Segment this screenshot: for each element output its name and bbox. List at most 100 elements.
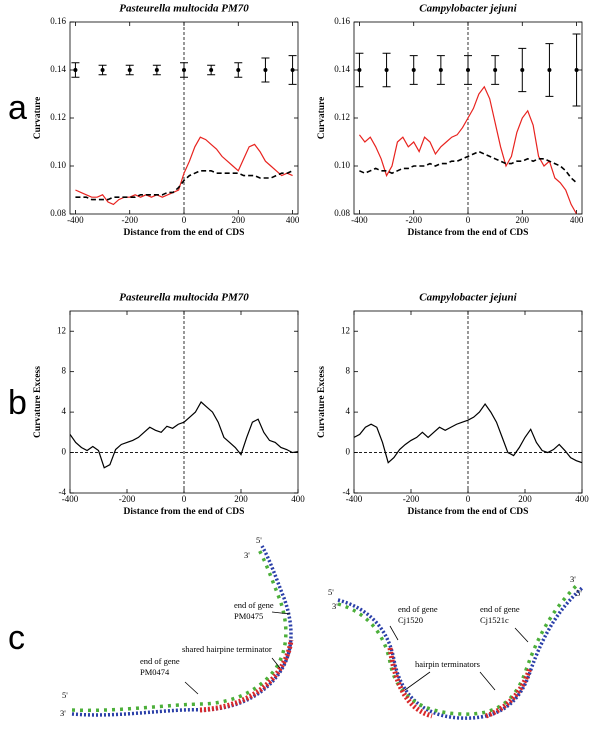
- x-tick-label: -400: [351, 215, 368, 225]
- y-tick-label: 0.14: [50, 64, 66, 74]
- strand-end: 3': [60, 708, 66, 718]
- x-tick-label: 400: [286, 215, 300, 225]
- arrow: [184, 681, 199, 695]
- arrow: [389, 625, 399, 641]
- terminator: [485, 667, 533, 719]
- error-point: [384, 68, 389, 72]
- error-point: [493, 68, 498, 72]
- y-axis-label: Curvature Excess: [33, 366, 43, 438]
- strand-end: 3': [570, 574, 576, 584]
- y-tick-label: 0.16: [334, 16, 350, 26]
- error-point: [438, 68, 443, 72]
- error-point: [236, 68, 241, 72]
- error-point: [574, 68, 579, 72]
- error-point: [263, 68, 268, 72]
- y-tick-label: -4: [343, 487, 351, 497]
- terminator: [199, 639, 294, 713]
- error-point: [73, 68, 78, 72]
- y-tick-label: 0.16: [50, 16, 66, 26]
- y-tick-label: 8: [346, 366, 351, 376]
- data-line: [359, 150, 578, 184]
- gene-label: end of gene: [398, 604, 438, 614]
- dna-helix: [337, 582, 584, 720]
- y-tick-label: 0.12: [50, 112, 66, 122]
- y-axis-label: Curvature Excess: [317, 366, 327, 438]
- y-tick-label: 0.10: [50, 160, 66, 170]
- error-point: [411, 68, 416, 72]
- x-axis-label: Distance from the end of CDS: [408, 507, 529, 517]
- y-tick-label: 4: [346, 406, 351, 416]
- plot-frame: [69, 310, 299, 494]
- strand: [71, 547, 288, 713]
- error-point: [520, 68, 525, 72]
- y-tick-label: 0.08: [334, 208, 350, 218]
- chart-title: Campylobacter jejuni: [419, 292, 517, 304]
- error-point: [357, 68, 362, 72]
- gene-label: end of gene: [480, 604, 520, 614]
- y-tick-label: 12: [57, 325, 66, 335]
- gene-label: end of gene: [140, 656, 180, 666]
- error-point: [209, 68, 214, 72]
- panel-letter: b: [8, 384, 27, 422]
- data-line: [354, 402, 582, 464]
- chart: Campylobacter jejuni Distance from the en…: [317, 292, 589, 518]
- y-tick-label: 4: [62, 406, 67, 416]
- x-tick-label: 400: [575, 494, 589, 504]
- plot-frame: [353, 310, 583, 494]
- x-tick-label: -400: [62, 494, 79, 504]
- chart-title: Pasteurella multocida PM70: [119, 3, 249, 15]
- x-tick-label: 400: [570, 215, 584, 225]
- x-tick-label: -400: [67, 215, 84, 225]
- x-tick-label: -200: [119, 494, 136, 504]
- x-axis-label: Distance from the end of CDS: [124, 228, 245, 238]
- error-point: [100, 68, 105, 72]
- x-tick-label: -200: [405, 215, 422, 225]
- chart: Campylobacter jejuni Distance from the en…: [317, 3, 584, 239]
- y-tick-label: 0: [62, 447, 67, 457]
- x-tick-label: 0: [182, 494, 187, 504]
- y-tick-label: 8: [62, 366, 67, 376]
- strand-end: 3': [332, 601, 338, 611]
- y-tick-label: -4: [59, 487, 67, 497]
- y-tick-label: 0.08: [50, 208, 66, 218]
- data-line: [75, 170, 293, 201]
- error-point: [127, 68, 132, 72]
- x-tick-label: 200: [518, 494, 532, 504]
- error-point: [182, 68, 186, 72]
- y-tick-label: 0.14: [334, 64, 350, 74]
- gene-label: Cj1521c: [480, 615, 509, 625]
- arrows: [184, 611, 529, 695]
- x-tick-label: -200: [403, 494, 420, 504]
- chart: Pasteurella multocida PM70 Distance from …: [33, 3, 300, 239]
- error-point: [290, 68, 295, 72]
- chart-title: Pasteurella multocida PM70: [119, 292, 249, 304]
- x-axis-label: Distance from the end of CDS: [408, 228, 529, 238]
- arrow: [404, 671, 431, 691]
- error-point: [547, 68, 552, 72]
- chart: Pasteurella multocida PM70 Distance from …: [33, 292, 305, 518]
- x-tick-label: 200: [234, 494, 248, 504]
- x-tick-label: 200: [516, 215, 530, 225]
- gene-label: end of gene: [234, 600, 274, 610]
- terminator-label: shared hairpine terminator: [182, 644, 272, 654]
- strand: [337, 582, 580, 716]
- strand: [337, 586, 584, 720]
- panel-letter: c: [8, 619, 25, 657]
- strand-end: 5': [62, 690, 68, 700]
- gene-label: PM0474: [140, 667, 170, 677]
- arrow: [271, 657, 281, 669]
- terminator-label: hairpin terminators: [415, 659, 480, 669]
- y-axis-label: Curvature: [317, 97, 327, 140]
- panel-letter: a: [8, 89, 27, 127]
- x-tick-label: 200: [232, 215, 246, 225]
- arrow: [479, 671, 496, 691]
- x-tick-label: -200: [121, 215, 138, 225]
- plot-frame: [69, 21, 299, 215]
- strand-end: 5': [328, 587, 334, 597]
- strand-end: 5': [256, 535, 262, 545]
- x-tick-label: 0: [466, 215, 471, 225]
- y-tick-label: 0.12: [334, 112, 350, 122]
- strand-end: 5': [576, 588, 582, 598]
- x-axis-label: Distance from the end of CDS: [124, 507, 245, 517]
